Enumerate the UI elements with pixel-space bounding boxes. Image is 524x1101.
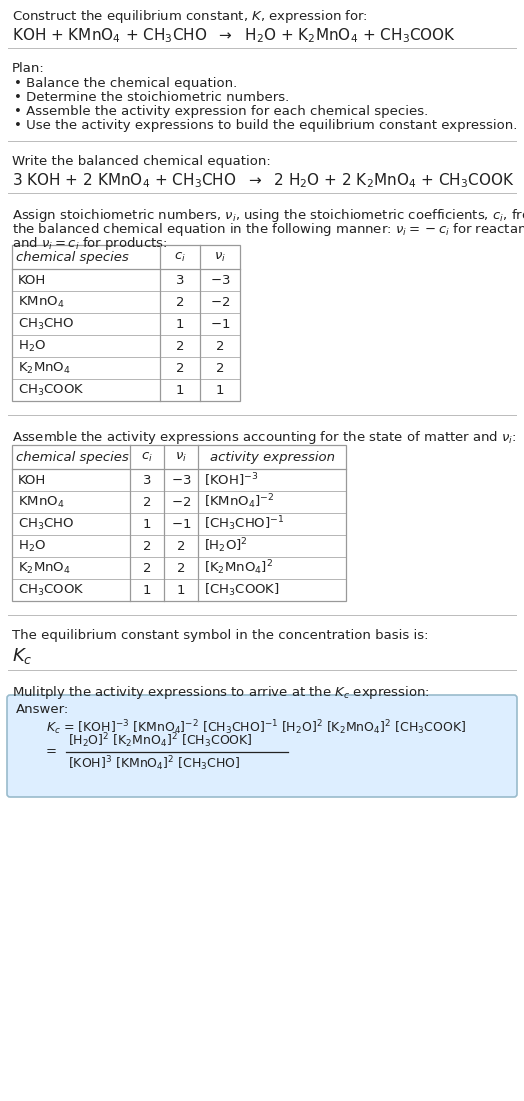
Text: 2: 2 — [177, 562, 185, 575]
Text: activity expression: activity expression — [210, 450, 334, 464]
Text: $c_i$: $c_i$ — [174, 250, 186, 263]
Text: 1: 1 — [143, 584, 151, 597]
Text: 2: 2 — [176, 339, 184, 352]
Text: Construct the equilibrium constant, $K$, expression for:: Construct the equilibrium constant, $K$,… — [12, 8, 368, 25]
Text: [H$_2$O]$^2$ [K$_2$MnO$_4$]$^2$ [CH$_3$COOK]: [H$_2$O]$^2$ [K$_2$MnO$_4$]$^2$ [CH$_3$C… — [68, 731, 253, 750]
Text: $K_c$: $K_c$ — [12, 646, 32, 666]
Text: [CH$_3$CHO]$^{-1}$: [CH$_3$CHO]$^{-1}$ — [204, 514, 285, 533]
Text: 1: 1 — [177, 584, 185, 597]
Text: • Assemble the activity expression for each chemical species.: • Assemble the activity expression for e… — [14, 105, 428, 118]
Text: $c_i$: $c_i$ — [141, 450, 153, 464]
Text: 2: 2 — [216, 339, 224, 352]
Text: Mulitply the activity expressions to arrive at the $K_c$ expression:: Mulitply the activity expressions to arr… — [12, 684, 430, 701]
Text: 2: 2 — [143, 495, 151, 509]
Text: $-3$: $-3$ — [171, 473, 191, 487]
Text: [H$_2$O]$^2$: [H$_2$O]$^2$ — [204, 536, 248, 555]
Text: 3: 3 — [143, 473, 151, 487]
Text: chemical species: chemical species — [16, 251, 129, 263]
Text: KOH: KOH — [18, 273, 46, 286]
Text: Assign stoichiometric numbers, $\nu_i$, using the stoichiometric coefficients, $: Assign stoichiometric numbers, $\nu_i$, … — [12, 207, 524, 224]
Text: Assemble the activity expressions accounting for the state of matter and $\nu_i$: Assemble the activity expressions accoun… — [12, 429, 517, 446]
Bar — [12, 445, 346, 601]
Text: 2: 2 — [216, 361, 224, 374]
Text: CH$_3$CHO: CH$_3$CHO — [18, 516, 74, 532]
Text: 1: 1 — [176, 383, 184, 396]
Text: $-1$: $-1$ — [210, 317, 230, 330]
Text: $-2$: $-2$ — [171, 495, 191, 509]
Text: The equilibrium constant symbol in the concentration basis is:: The equilibrium constant symbol in the c… — [12, 629, 429, 642]
Text: KMnO$_4$: KMnO$_4$ — [18, 494, 64, 510]
FancyBboxPatch shape — [7, 695, 517, 797]
Text: 2: 2 — [176, 361, 184, 374]
Text: 3: 3 — [176, 273, 184, 286]
Text: and $\nu_i = c_i$ for products:: and $\nu_i = c_i$ for products: — [12, 235, 168, 252]
Text: $K_c$ = [KOH]$^{-3}$ [KMnO$_4$]$^{-2}$ [CH$_3$CHO]$^{-1}$ [H$_2$O]$^2$ [K$_2$MnO: $K_c$ = [KOH]$^{-3}$ [KMnO$_4$]$^{-2}$ [… — [46, 718, 466, 737]
Text: 1: 1 — [143, 517, 151, 531]
Text: $\nu_i$: $\nu_i$ — [214, 250, 226, 263]
Text: chemical species: chemical species — [16, 450, 129, 464]
Text: 1: 1 — [176, 317, 184, 330]
Text: [K$_2$MnO$_4$]$^2$: [K$_2$MnO$_4$]$^2$ — [204, 558, 273, 577]
Text: $\nu_i$: $\nu_i$ — [175, 450, 187, 464]
Text: [CH$_3$COOK]: [CH$_3$COOK] — [204, 582, 280, 598]
Text: KOH: KOH — [18, 473, 46, 487]
Text: KMnO$_4$: KMnO$_4$ — [18, 294, 64, 309]
Text: CH$_3$COOK: CH$_3$COOK — [18, 582, 84, 598]
Text: [KOH]$^3$ [KMnO$_4$]$^2$ [CH$_3$CHO]: [KOH]$^3$ [KMnO$_4$]$^2$ [CH$_3$CHO] — [68, 754, 241, 773]
Text: [KMnO$_4$]$^{-2}$: [KMnO$_4$]$^{-2}$ — [204, 492, 275, 511]
Text: • Determine the stoichiometric numbers.: • Determine the stoichiometric numbers. — [14, 91, 289, 103]
Text: Plan:: Plan: — [12, 62, 45, 75]
Text: CH$_3$CHO: CH$_3$CHO — [18, 316, 74, 331]
Text: [KOH]$^{-3}$: [KOH]$^{-3}$ — [204, 471, 258, 489]
Text: KOH + KMnO$_4$ + CH$_3$CHO  $\rightarrow$  H$_2$O + K$_2$MnO$_4$ + CH$_3$COOK: KOH + KMnO$_4$ + CH$_3$CHO $\rightarrow$… — [12, 26, 456, 45]
Text: $-2$: $-2$ — [210, 295, 230, 308]
Text: 3 KOH + 2 KMnO$_4$ + CH$_3$CHO  $\rightarrow$  2 H$_2$O + 2 K$_2$MnO$_4$ + CH$_3: 3 KOH + 2 KMnO$_4$ + CH$_3$CHO $\rightar… — [12, 171, 515, 189]
Text: Answer:: Answer: — [16, 704, 69, 716]
Text: K$_2$MnO$_4$: K$_2$MnO$_4$ — [18, 360, 71, 375]
Text: the balanced chemical equation in the following manner: $\nu_i = -c_i$ for react: the balanced chemical equation in the fo… — [12, 221, 524, 238]
Text: Write the balanced chemical equation:: Write the balanced chemical equation: — [12, 155, 271, 168]
Text: =: = — [46, 745, 57, 759]
Text: 1: 1 — [216, 383, 224, 396]
Bar — [12, 246, 240, 401]
Text: H$_2$O: H$_2$O — [18, 338, 46, 353]
Text: 2: 2 — [176, 295, 184, 308]
Text: H$_2$O: H$_2$O — [18, 538, 46, 554]
Text: • Balance the chemical equation.: • Balance the chemical equation. — [14, 77, 237, 90]
Text: K$_2$MnO$_4$: K$_2$MnO$_4$ — [18, 560, 71, 576]
Text: $-3$: $-3$ — [210, 273, 230, 286]
Text: CH$_3$COOK: CH$_3$COOK — [18, 382, 84, 397]
Text: $-1$: $-1$ — [171, 517, 191, 531]
Text: 2: 2 — [143, 539, 151, 553]
Text: • Use the activity expressions to build the equilibrium constant expression.: • Use the activity expressions to build … — [14, 119, 517, 132]
Text: 2: 2 — [177, 539, 185, 553]
Text: 2: 2 — [143, 562, 151, 575]
